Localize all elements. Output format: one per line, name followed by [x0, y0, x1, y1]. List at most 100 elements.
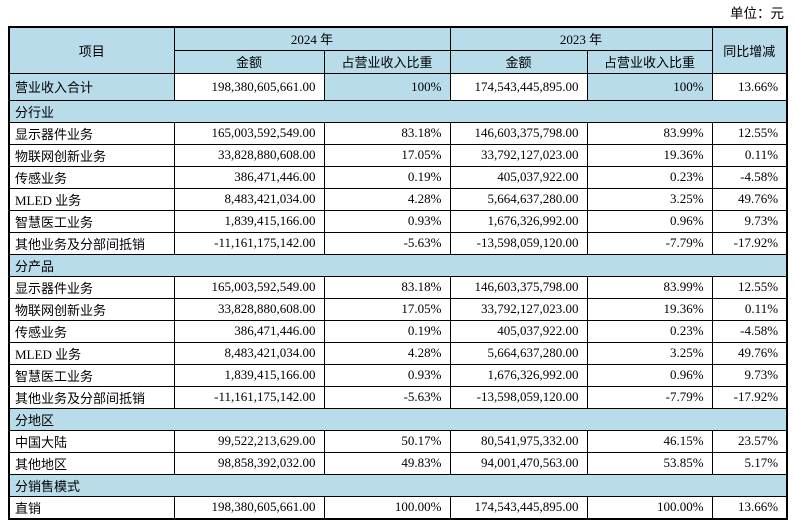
- ratio-2023: 3.25%: [586, 187, 713, 211]
- table-row: 中国大陆 99,522,213,629.00 50.17% 80,541,975,33…: [8, 429, 788, 453]
- ratio-2023: 53.85%: [586, 451, 713, 475]
- total-yoy: 13.66%: [711, 72, 788, 101]
- total-revenue-row: 营业收入合计 198,380,605,661.00 100% 174,543,445,…: [8, 72, 788, 101]
- yoy: 9.73%: [711, 209, 788, 233]
- table-row: 传感业务 386,471,446.00 0.19% 405,037,922.00 0.2…: [8, 165, 788, 189]
- ratio-2024: 4.28%: [323, 187, 451, 211]
- section-title-1: 分产品: [8, 253, 788, 277]
- table-row: MLED 业务 8,483,421,034.00 4.28% 5,664,637,28…: [8, 341, 788, 365]
- ratio-2023: 0.23%: [586, 319, 713, 343]
- amount-2024: 8,483,421,034.00: [173, 341, 325, 365]
- total-ratio-2024: 100%: [323, 72, 451, 101]
- revenue-breakdown-table: 项目 2024 年 2023 年 同比增减 金额 占营业收入比重 金额 占营业收…: [8, 26, 789, 520]
- yoy: 12.55%: [711, 121, 788, 145]
- row-label: 物联网创新业务: [8, 297, 175, 321]
- section-header-row-3: 分销售模式: [8, 473, 788, 497]
- ratio-2024: -5.63%: [323, 231, 451, 255]
- ratio-2023: -7.79%: [586, 385, 713, 409]
- table-row: 显示器件业务 165,003,592,549.00 83.18% 146,603,37…: [8, 121, 788, 145]
- section-header-row-0: 分行业: [8, 99, 788, 123]
- ratio-2024: 100.00%: [323, 495, 451, 519]
- header-row-1: 项目 2024 年 2023 年 同比增减: [8, 26, 788, 74]
- amount-2023: 33,792,127,023.00: [449, 297, 588, 321]
- table-row: 传感业务 386,471,446.00 0.19% 405,037,922.00 0.2…: [8, 319, 788, 343]
- ratio-2024: 83.18%: [323, 275, 451, 299]
- ratio-2023: 0.23%: [586, 165, 713, 189]
- row-label: 其他业务及分部间抵销: [8, 231, 175, 255]
- amount-2024: -11,161,175,142.00: [173, 385, 325, 409]
- col-header-year-2024: 2024 年: [173, 26, 451, 51]
- col-header-amount-2023: 金额: [449, 49, 588, 74]
- amount-2024: 1,839,415,166.00: [173, 363, 325, 387]
- amount-2023: 146,603,375,798.00: [449, 121, 588, 145]
- amount-2024: 33,828,880,608.00: [173, 297, 325, 321]
- table-row: 其他业务及分部间抵销 -11,161,175,142.00 -5.63% -13,59…: [8, 231, 788, 255]
- amount-2023: 1,676,326,992.00: [449, 363, 588, 387]
- ratio-2023: 0.96%: [586, 363, 713, 387]
- section-header-row-2: 分地区: [8, 407, 788, 431]
- table-row: 智慧医工业务 1,839,415,166.00 0.93% 1,676,326,992…: [8, 363, 788, 387]
- ratio-2024: -5.63%: [323, 385, 451, 409]
- amount-2024: 98,858,392,032.00: [173, 451, 325, 475]
- table-row: 物联网创新业务 33,828,880,608.00 17.05% 33,792,127…: [8, 297, 788, 321]
- amount-2023: 80,541,975,332.00: [449, 429, 588, 453]
- table-row: 其他业务及分部间抵销 -11,161,175,142.00 -5.63% -13,59…: [8, 385, 788, 409]
- amount-2023: 1,676,326,992.00: [449, 209, 588, 233]
- yoy: 13.66%: [711, 495, 788, 519]
- total-ratio-2023: 100%: [586, 72, 713, 101]
- yoy: 5.17%: [711, 451, 788, 475]
- row-label: 显示器件业务: [8, 275, 175, 299]
- yoy: -17.92%: [711, 231, 788, 255]
- amount-2023: 94,001,470,563.00: [449, 451, 588, 475]
- yoy: 49.76%: [711, 341, 788, 365]
- ratio-2023: 100.00%: [586, 495, 713, 519]
- amount-2023: 174,543,445,895.00: [449, 495, 588, 519]
- section-header-row-1: 分产品: [8, 253, 788, 277]
- yoy: 23.57%: [711, 429, 788, 453]
- ratio-2024: 0.19%: [323, 319, 451, 343]
- ratio-2024: 17.05%: [323, 143, 451, 167]
- yoy: -4.58%: [711, 165, 788, 189]
- amount-2024: 386,471,446.00: [173, 165, 325, 189]
- amount-2024: 8,483,421,034.00: [173, 187, 325, 211]
- col-header-year-2023: 2023 年: [449, 26, 713, 51]
- yoy: 0.11%: [711, 143, 788, 167]
- col-header-amount-2024: 金额: [173, 49, 325, 74]
- amount-2024: 165,003,592,549.00: [173, 121, 325, 145]
- total-label: 营业收入合计: [8, 72, 175, 101]
- amount-2023: 405,037,922.00: [449, 319, 588, 343]
- yoy: 12.55%: [711, 275, 788, 299]
- total-amount-2023: 174,543,445,895.00: [449, 72, 588, 101]
- section-title-0: 分行业: [8, 99, 788, 123]
- amount-2024: 165,003,592,549.00: [173, 275, 325, 299]
- row-label: 智慧医工业务: [8, 209, 175, 233]
- amount-2023: -13,598,059,120.00: [449, 385, 588, 409]
- amount-2024: 1,839,415,166.00: [173, 209, 325, 233]
- table-row: 直销 198,380,605,661.00 100.00% 174,543,445,8…: [8, 495, 788, 519]
- table-body: 营业收入合计 198,380,605,661.00 100% 174,543,445,…: [8, 72, 788, 519]
- ratio-2023: 83.99%: [586, 121, 713, 145]
- amount-2024: 198,380,605,661.00: [173, 495, 325, 519]
- amount-2024: 99,522,213,629.00: [173, 429, 325, 453]
- row-label: MLED 业务: [8, 341, 175, 365]
- ratio-2024: 0.19%: [323, 165, 451, 189]
- ratio-2024: 17.05%: [323, 297, 451, 321]
- ratio-2023: 0.96%: [586, 209, 713, 233]
- ratio-2023: 46.15%: [586, 429, 713, 453]
- row-label: 直销: [8, 495, 175, 519]
- col-header-ratio-2023: 占营业收入比重: [586, 49, 713, 74]
- amount-2023: 33,792,127,023.00: [449, 143, 588, 167]
- row-label: 显示器件业务: [8, 121, 175, 145]
- amount-2024: 386,471,446.00: [173, 319, 325, 343]
- ratio-2024: 83.18%: [323, 121, 451, 145]
- row-label: 传感业务: [8, 319, 175, 343]
- row-label: 中国大陆: [8, 429, 175, 453]
- row-label: MLED 业务: [8, 187, 175, 211]
- amount-2023: 146,603,375,798.00: [449, 275, 588, 299]
- col-header-yoy: 同比增减: [711, 26, 788, 74]
- amount-2023: 405,037,922.00: [449, 165, 588, 189]
- header-row-2: 金额 占营业收入比重 金额 占营业收入比重: [9, 49, 787, 74]
- page: 单位：元 项目 2024 年 2023 年 同比增减 金额 占营业收入比重 金额…: [8, 6, 789, 520]
- yoy: -17.92%: [711, 385, 788, 409]
- ratio-2024: 49.83%: [323, 451, 451, 475]
